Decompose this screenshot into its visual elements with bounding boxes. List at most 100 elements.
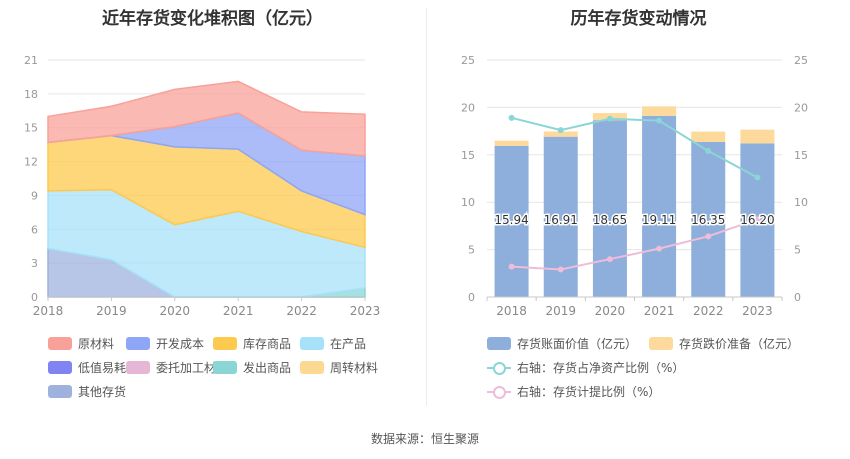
line-series	[511, 218, 758, 271]
y-left-tick-label: 25	[461, 54, 475, 67]
legend-swatch	[213, 361, 237, 374]
legend-swatch	[48, 361, 72, 374]
bar-book-value	[642, 115, 677, 298]
legend-item: 委托加工材料	[126, 359, 228, 376]
line-point	[557, 127, 564, 134]
y-tick-label: 18	[24, 88, 38, 101]
legend-line-marker	[487, 385, 511, 399]
y-tick-label: 9	[31, 189, 38, 202]
bar-impairment-reserve	[642, 106, 677, 116]
legend-label: 低值易耗品	[78, 361, 139, 375]
x-tick-label: 2018	[33, 304, 64, 318]
legend-item: 在产品	[300, 335, 366, 352]
legend-item: 低值易耗品	[48, 359, 138, 376]
bar-book-value	[592, 120, 627, 297]
line-point	[656, 245, 663, 252]
x-tick-label: 2021	[644, 304, 675, 318]
line-point	[754, 216, 761, 223]
legend-swatch	[487, 337, 511, 350]
y-left-tick-label: 10	[461, 196, 475, 209]
legend-item: 库存商品	[213, 335, 291, 352]
legend-item: 开发成本	[126, 335, 204, 352]
legend-label: 存货跌价准备（亿元）	[679, 337, 800, 351]
y-left-tick-label: 20	[461, 101, 475, 114]
y-right-tick-label: 10	[794, 196, 808, 209]
legend-label: 原材料	[78, 337, 115, 351]
legend-swatch	[213, 337, 237, 350]
y-tick-label: 12	[24, 156, 38, 169]
x-tick-label: 2020	[595, 304, 626, 318]
y-tick-label: 0	[31, 291, 38, 304]
x-tick-label: 2019	[96, 304, 127, 318]
data-source-note: 数据来源：恒生聚源	[370, 432, 479, 446]
bar-value-label: 16.91	[544, 213, 578, 227]
bar-impairment-reserve	[494, 140, 529, 146]
legend-swatch	[126, 337, 150, 350]
y-right-tick-label: 20	[794, 101, 808, 114]
x-tick-label: 2018	[496, 304, 527, 318]
x-tick-label: 2023	[742, 304, 773, 318]
right-chart-title: 历年存货变动情况	[570, 9, 707, 29]
bar-book-value	[691, 142, 726, 297]
area-series	[47, 80, 366, 157]
legend-item: 右轴：存货占净资产比例（%）	[487, 359, 684, 376]
stacked-area-chart-panel: 近年存货变化堆积图（亿元） 0 3 6 9 12 15 18 21 2018 2019 2020 20…	[0, 0, 425, 410]
legend-label: 库存商品	[243, 337, 292, 351]
y-right-tick-label: 25	[794, 54, 808, 67]
legend-label: 在产品	[330, 337, 367, 351]
legend-swatch	[48, 385, 72, 398]
stacked-area-chart: 0 3 6 9 12 15 18 21 2018 2019 2020 2021 2022 2023	[24, 54, 381, 318]
y-right-tick-label: 0	[794, 291, 801, 304]
y-right-tick-label: 5	[794, 244, 801, 257]
y-left-tick-label: 0	[468, 291, 475, 304]
bar-value-label: 18.65	[593, 213, 627, 227]
legend-label: 周转材料	[330, 361, 379, 375]
legend-swatch	[48, 337, 72, 350]
y-left-tick-label: 5	[468, 244, 475, 257]
line-point	[656, 117, 663, 124]
legend-swatch	[300, 361, 324, 374]
y-tick-label: 21	[24, 54, 38, 67]
bar-value-label: 16.20	[740, 213, 774, 227]
line-point	[606, 115, 613, 122]
legend-swatch	[126, 361, 150, 374]
legend-item: 存货账面价值（亿元）	[487, 335, 637, 352]
line-point	[606, 256, 613, 263]
line-point	[705, 233, 712, 240]
legend-swatch	[649, 337, 673, 350]
line-point	[705, 148, 712, 155]
line-point	[508, 114, 515, 121]
x-tick-label: 2020	[160, 304, 191, 318]
y-left-tick-label: 15	[461, 149, 475, 162]
legend-line-marker	[487, 361, 511, 375]
bar-impairment-reserve	[740, 129, 775, 144]
line-series	[511, 116, 758, 179]
line-point	[754, 174, 761, 181]
x-tick-label: 2022	[693, 304, 724, 318]
legend-label: 右轴：存货占净资产比例（%）	[517, 361, 685, 375]
bar-value-label: 15.94	[494, 213, 528, 227]
y-tick-label: 6	[31, 223, 38, 236]
y-tick-label: 15	[24, 122, 38, 135]
y-tick-label: 3	[31, 257, 38, 270]
legend-label: 存货账面价值（亿元）	[517, 337, 638, 351]
x-tick-label: 2021	[223, 304, 254, 318]
bar-book-value	[494, 145, 529, 297]
legend-item: 周转材料	[300, 359, 378, 376]
legend-label: 开发成本	[156, 337, 205, 351]
x-tick-label: 2019	[545, 304, 576, 318]
y-right-tick-label: 15	[794, 149, 808, 162]
x-tick-label: 2022	[286, 304, 317, 318]
legend-item: 发出商品	[213, 359, 291, 376]
bar-impairment-reserve	[543, 131, 578, 137]
bar-line-chart-panel: 历年存货变动情况 0 0 5 5 10 10 15 15 20 20 25 25 2018 2019 202…	[427, 0, 850, 410]
bar-impairment-reserve	[691, 131, 726, 143]
bar-value-label: 16.35	[691, 213, 725, 227]
legend-swatch	[300, 337, 324, 350]
legend-item: 存货跌价准备（亿元）	[649, 335, 799, 352]
panel-divider	[426, 8, 427, 406]
x-tick-label: 2023	[350, 304, 381, 318]
bar-value-label: 19.11	[642, 213, 676, 227]
legend-label: 右轴：存货计提比例（%）	[517, 385, 661, 399]
